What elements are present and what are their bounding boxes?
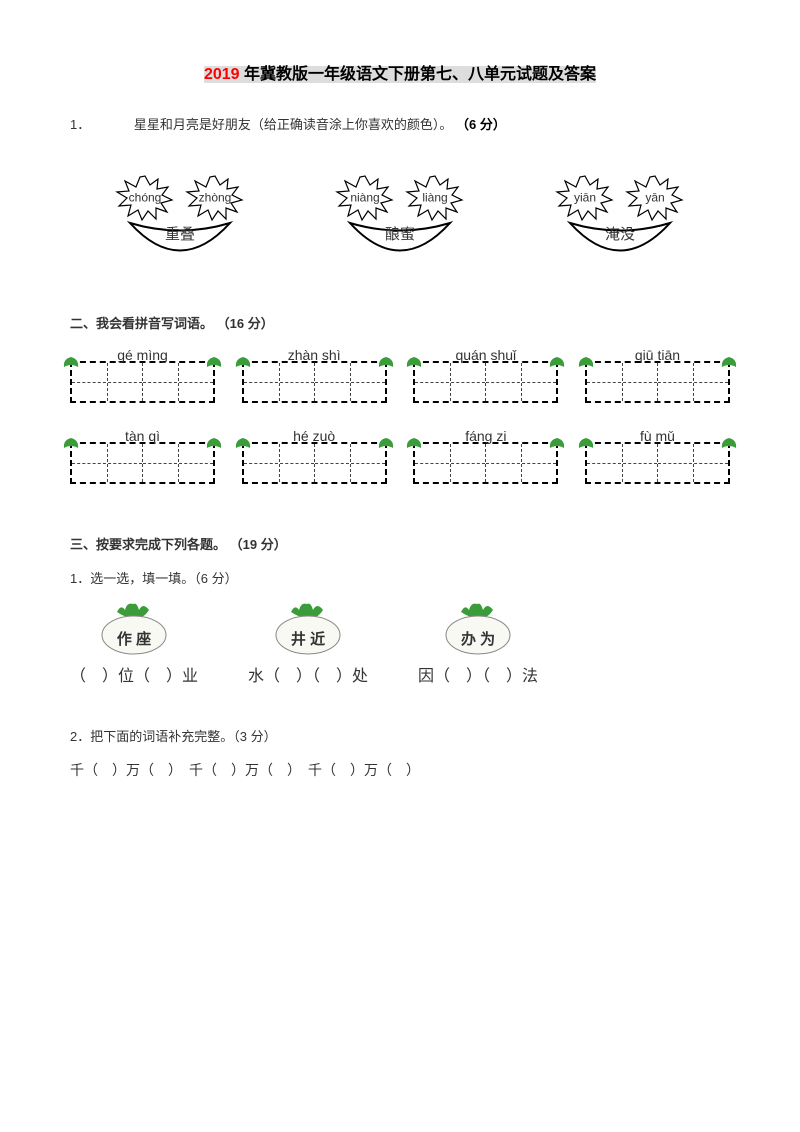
star-shape: liàng — [400, 173, 470, 223]
stars: chóng zhòng — [95, 173, 265, 223]
radish-blanks: （ ）位（ ）业 — [70, 662, 198, 686]
grid-cell — [244, 444, 315, 482]
writing-grid — [413, 442, 558, 484]
writing-grid — [585, 442, 730, 484]
pinyin-box: gé mìng — [70, 347, 215, 403]
s3-sub2: 2．把下面的词语补充完整。（3 分） — [70, 726, 730, 745]
grid-cell — [415, 444, 486, 482]
title-black: 年冀教版一年级语文下册第七、八单元试题及答案 — [240, 66, 596, 83]
pinyin-label: zhàn shì — [242, 347, 387, 363]
radish-group: 井 近 水（ ）（ ）处 — [248, 602, 368, 686]
pinyin-box: qiū tiān — [585, 347, 730, 403]
pinyin-label: gé mìng — [70, 347, 215, 363]
star-moon-row: chóng zhòng 重叠 niàng liàng 酿蜜 — [70, 173, 730, 263]
radish-row: 作 座 （ ）位（ ）业 井 近 水（ ）（ ）处 办 为 因（ ）（ ）法 — [70, 602, 730, 686]
radish-chars: 井 近 — [291, 628, 325, 649]
radish-blanks: 水（ ）（ ）处 — [248, 662, 368, 686]
grid-cell — [415, 363, 486, 401]
grid-cell — [658, 444, 728, 482]
page-title: 2019 年冀教版一年级语文下册第七、八单元试题及答案 — [70, 60, 730, 84]
moon-word: 重叠 — [165, 223, 195, 244]
star-shape: yān — [620, 173, 690, 223]
pinyin-label: qiū tiān — [585, 347, 730, 363]
q1-text: 星星和月亮是好朋友（给正确读音涂上你喜欢的颜色）。 — [134, 117, 453, 132]
writing-grid — [242, 442, 387, 484]
fill-line: 千（ ）万（ ） 千（ ）万（ ） 千（ ）万（ ） — [70, 760, 730, 780]
grid-cell — [587, 363, 658, 401]
writing-grid — [413, 361, 558, 403]
radish-chars: 作 座 — [117, 628, 151, 649]
pinyin-label: tàn qì — [70, 428, 215, 444]
title-red: 2019 — [204, 66, 240, 83]
grid-cell — [143, 363, 213, 401]
stars: yiān yān — [535, 173, 705, 223]
star-pinyin: chóng — [129, 190, 162, 204]
s3-text: 三、按要求完成下列各题。 — [70, 537, 226, 552]
s3-points: （19 分） — [230, 537, 287, 552]
section-3-heading: 三、按要求完成下列各题。 （19 分） — [70, 534, 730, 553]
pinyin-box: fù mǔ — [585, 428, 730, 484]
q1-num: 1． — [70, 117, 90, 132]
grid-cell — [315, 444, 385, 482]
section-2-heading: 二、我会看拼音写词语。 （16 分） — [70, 313, 730, 332]
star-shape: zhòng — [180, 173, 250, 223]
moon-shape: 重叠 — [125, 218, 235, 263]
moon-shape: 酿蜜 — [345, 218, 455, 263]
grid-cell — [587, 444, 658, 482]
star-pinyin: liàng — [422, 190, 447, 204]
star-pinyin: yān — [645, 190, 664, 204]
pinyin-row: tàn qì hé zuò fáng zi fù mǔ — [70, 428, 730, 484]
sm-group-1: chóng zhòng 重叠 — [95, 173, 265, 263]
sm-group-2: niàng liàng 酿蜜 — [315, 173, 485, 263]
grid-cell — [486, 363, 556, 401]
star-pinyin: yiān — [574, 190, 596, 204]
sm-group-3: yiān yān 淹没 — [535, 173, 705, 263]
grid-cell — [658, 363, 728, 401]
pinyin-label: quán shuǐ — [413, 347, 558, 363]
q1-points: （6 分） — [456, 117, 506, 132]
moon-word: 淹没 — [605, 223, 635, 244]
star-pinyin: niàng — [350, 190, 379, 204]
grid-cell — [143, 444, 213, 482]
radish-group: 办 为 因（ ）（ ）法 — [418, 602, 538, 686]
star-shape: niàng — [330, 173, 400, 223]
s3-sub1: 1．选一选，填一填。（6 分） — [70, 568, 730, 587]
pinyin-box: quán shuǐ — [413, 347, 558, 403]
grid-cell — [244, 363, 315, 401]
s2-points: （16 分） — [217, 316, 274, 331]
radish-shape: 作 座 — [97, 602, 172, 657]
grid-cell — [72, 444, 143, 482]
radish-shape: 办 为 — [441, 602, 516, 657]
pinyin-rows: gé mìng zhàn shì quán shuǐ qiū tiān tàn qì hé… — [70, 347, 730, 484]
star-pinyin: zhòng — [199, 190, 232, 204]
grid-cell — [72, 363, 143, 401]
pinyin-box: tàn qì — [70, 428, 215, 484]
pinyin-label: fáng zi — [413, 428, 558, 444]
question-1: 1． 星星和月亮是好朋友（给正确读音涂上你喜欢的颜色）。 （6 分） — [70, 114, 730, 133]
pinyin-box: zhàn shì — [242, 347, 387, 403]
pinyin-row: gé mìng zhàn shì quán shuǐ qiū tiān — [70, 347, 730, 403]
moon-shape: 淹没 — [565, 218, 675, 263]
grid-cell — [486, 444, 556, 482]
pinyin-label: hé zuò — [242, 428, 387, 444]
stars: niàng liàng — [315, 173, 485, 223]
radish-blanks: 因（ ）（ ）法 — [418, 662, 538, 686]
radish-group: 作 座 （ ）位（ ）业 — [70, 602, 198, 686]
writing-grid — [70, 361, 215, 403]
pinyin-box: hé zuò — [242, 428, 387, 484]
star-shape: yiān — [550, 173, 620, 223]
writing-grid — [70, 442, 215, 484]
radish-shape: 井 近 — [271, 602, 346, 657]
grid-cell — [315, 363, 385, 401]
writing-grid — [242, 361, 387, 403]
radish-chars: 办 为 — [461, 628, 495, 649]
pinyin-label: fù mǔ — [585, 428, 730, 444]
writing-grid — [585, 361, 730, 403]
star-shape: chóng — [110, 173, 180, 223]
pinyin-box: fáng zi — [413, 428, 558, 484]
moon-word: 酿蜜 — [385, 223, 415, 244]
s2-text: 二、我会看拼音写词语。 — [70, 316, 213, 331]
